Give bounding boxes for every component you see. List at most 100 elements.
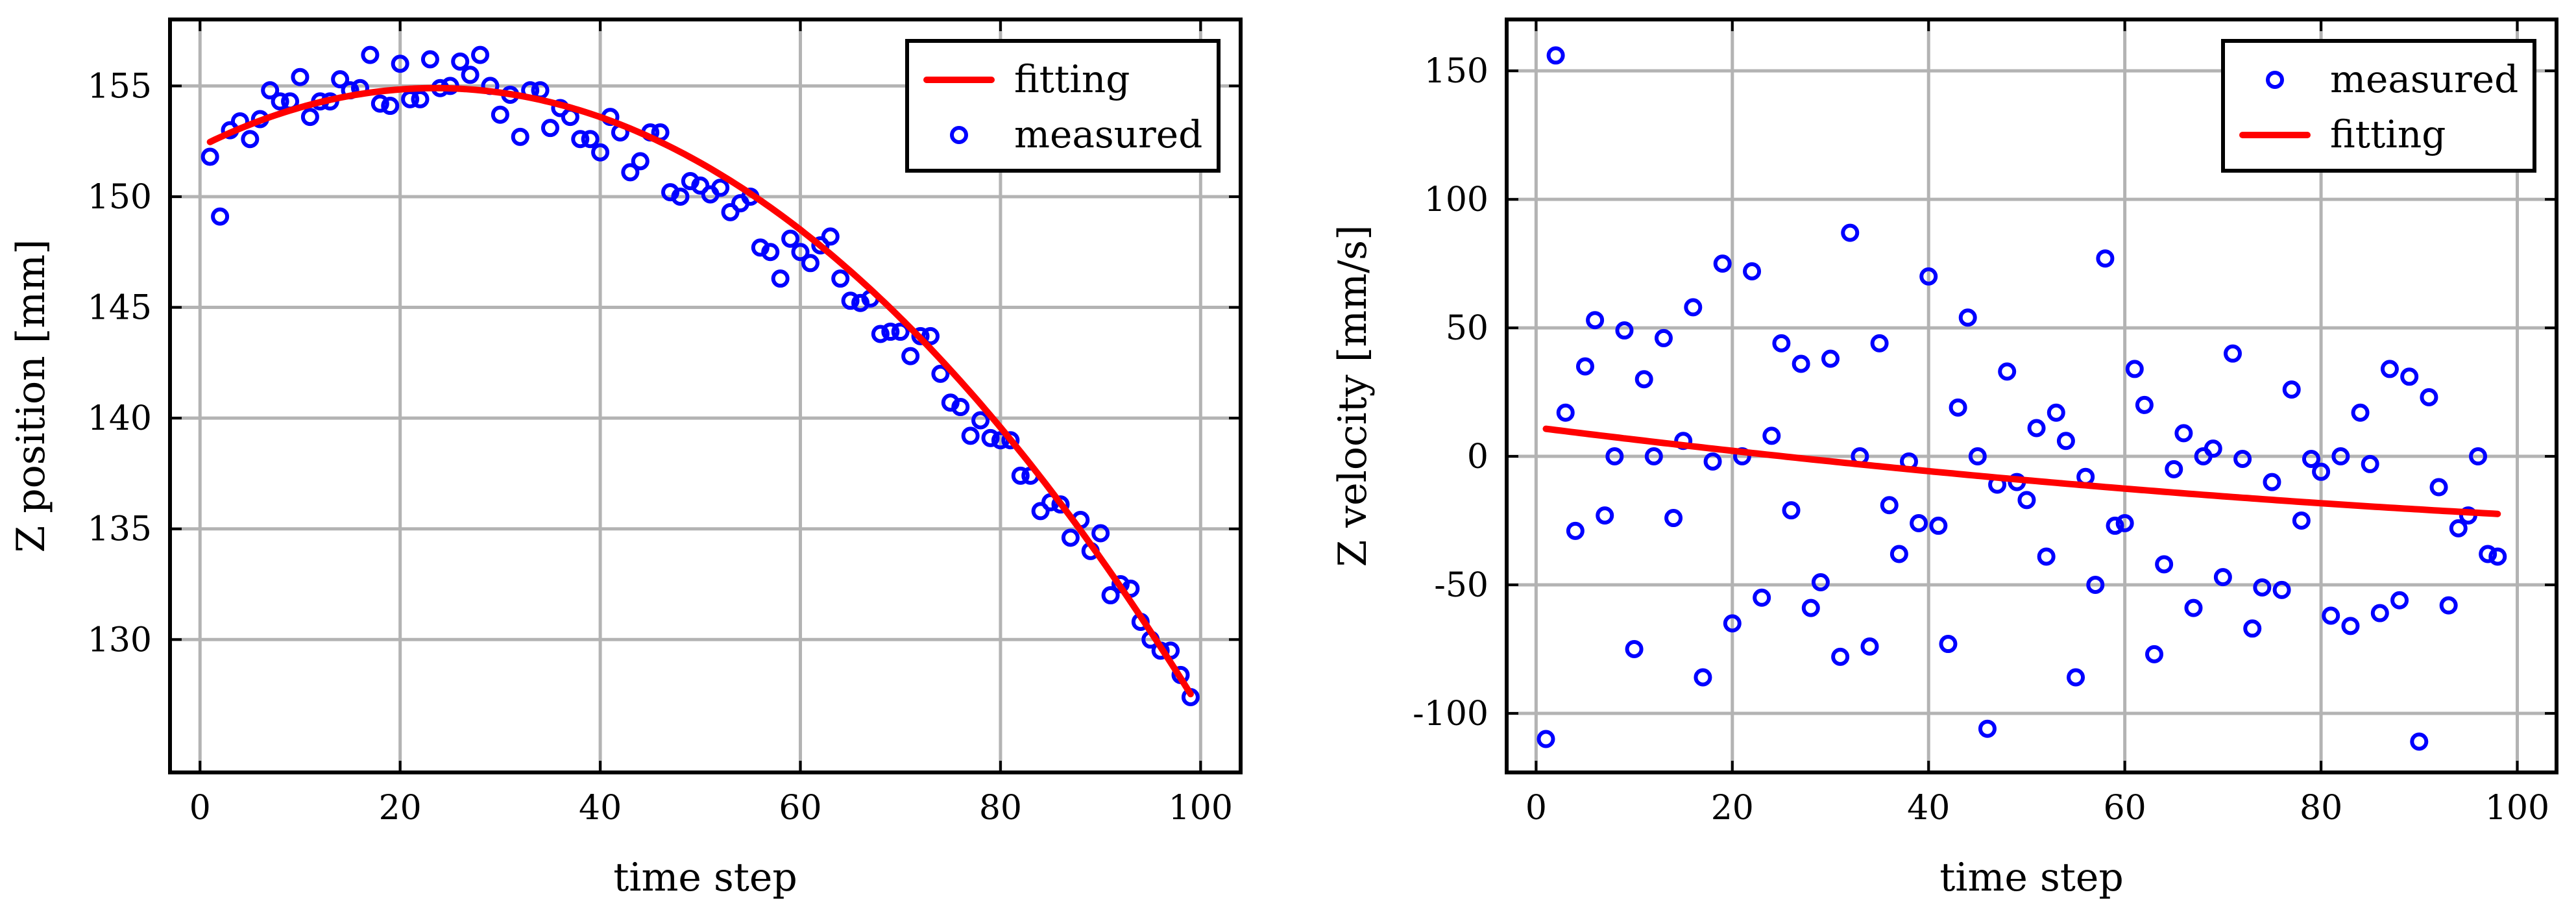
plot-frame	[1505, 18, 2558, 774]
measured-point	[1101, 586, 1120, 605]
measured-point	[2263, 473, 2281, 491]
measured-point	[541, 119, 559, 138]
measured-point	[2233, 449, 2252, 468]
measured-point	[2106, 516, 2124, 535]
x-tick-label: 20	[379, 789, 422, 828]
measured-point	[1753, 588, 1771, 607]
measured-point	[1910, 513, 1928, 532]
measured-point	[771, 269, 790, 288]
measured-point	[1091, 524, 1110, 543]
measured-point	[331, 70, 350, 89]
legend-measured-swatch	[950, 126, 968, 144]
measured-point	[2380, 360, 2399, 378]
x-tick-label: 40	[579, 789, 622, 828]
measured-point	[1792, 354, 1810, 373]
measured-point	[1566, 521, 1585, 540]
measured-point	[1586, 311, 1605, 330]
measured-point	[261, 81, 280, 100]
y-tick-label: 135	[88, 510, 152, 549]
measured-point	[671, 187, 690, 206]
measured-point	[2312, 462, 2331, 481]
measured-point	[911, 327, 930, 345]
measured-point	[511, 127, 529, 146]
x-axis-title: time step	[1939, 855, 2124, 900]
y-tick-label: -50	[1434, 566, 1488, 605]
measured-point	[1870, 334, 1889, 352]
measured-point	[1575, 357, 1594, 376]
measured-point	[1537, 730, 1555, 748]
legend: measured fitting	[2221, 39, 2536, 173]
y-tick-label: 150	[1424, 52, 1488, 91]
measured-point	[1743, 262, 1762, 280]
measured-point	[2204, 439, 2222, 458]
measured-point	[1011, 466, 1030, 485]
measured-point	[241, 130, 260, 149]
measured-point	[2361, 454, 2379, 473]
measured-point	[1556, 403, 1575, 422]
measured-point	[581, 130, 600, 149]
measured-point	[2282, 380, 2301, 399]
x-tick-label: 60	[779, 789, 821, 828]
measured-point	[871, 325, 890, 343]
measured-point	[2115, 513, 2134, 532]
measured-point	[2479, 545, 2497, 563]
measured-point	[2292, 511, 2311, 530]
x-tick-label: 100	[2485, 789, 2549, 828]
measured-point	[1929, 516, 1948, 535]
legend-label: measured	[1014, 112, 1202, 156]
x-tick-label: 100	[1169, 789, 1233, 828]
measured-point	[2370, 604, 2389, 622]
measured-point	[461, 66, 480, 84]
measured-point	[2223, 344, 2242, 363]
measured-point	[2351, 403, 2370, 422]
x-tick-label: 80	[2300, 789, 2342, 828]
measured-point	[1723, 614, 1742, 633]
measured-point	[401, 90, 420, 108]
plot-frame	[168, 18, 1243, 774]
measured-point	[831, 269, 850, 288]
x-tick-label: 60	[2104, 789, 2146, 828]
measured-point	[1644, 447, 1663, 466]
measured-point	[491, 105, 509, 124]
legend-label: fitting	[2330, 112, 2446, 156]
measured-point	[2125, 360, 2144, 378]
chart-z-velocity: 0 20 40 60 80 100 -100 -50 0 50 100 150 time step Z v…	[1330, 18, 2558, 900]
measured-point	[2155, 555, 2174, 574]
x-tick-label: 0	[189, 789, 211, 828]
measured-point	[841, 291, 860, 310]
measured-point	[411, 90, 430, 108]
y-tick-label: 130	[88, 621, 152, 659]
legend-label: fitting	[1014, 57, 1130, 101]
fitting-line	[206, 84, 1194, 698]
measured-point	[781, 229, 800, 248]
measured-point	[300, 108, 319, 127]
measured-point	[271, 92, 289, 111]
y-tick-label: 145	[88, 289, 152, 328]
measured-point	[1811, 573, 1830, 592]
measured-point	[2302, 449, 2320, 468]
measured-point	[2145, 645, 2164, 663]
measured-point	[971, 411, 990, 430]
measured-point	[1772, 334, 1791, 352]
measured-point	[2272, 580, 2291, 599]
measured-point	[921, 327, 940, 345]
measured-point	[621, 163, 640, 182]
measured-point	[951, 398, 970, 417]
measured-point	[1634, 370, 1653, 389]
measured-point	[761, 243, 780, 262]
measured-point	[1596, 506, 1614, 525]
legend-measured-swatch	[2266, 71, 2284, 89]
measured-point	[2420, 388, 2438, 406]
measured-point	[420, 50, 439, 69]
y-tick-label: 100	[1424, 180, 1488, 219]
measured-point	[1949, 398, 1967, 417]
measured-point	[1703, 452, 1722, 471]
measured-point	[2410, 732, 2429, 751]
measured-point	[1958, 308, 1977, 327]
measured-point	[591, 143, 610, 162]
measured-point	[1939, 635, 1958, 654]
measured-point	[2322, 606, 2340, 625]
measured-point	[931, 364, 950, 383]
measured-point	[2331, 447, 2350, 466]
measured-point	[1654, 328, 1673, 347]
